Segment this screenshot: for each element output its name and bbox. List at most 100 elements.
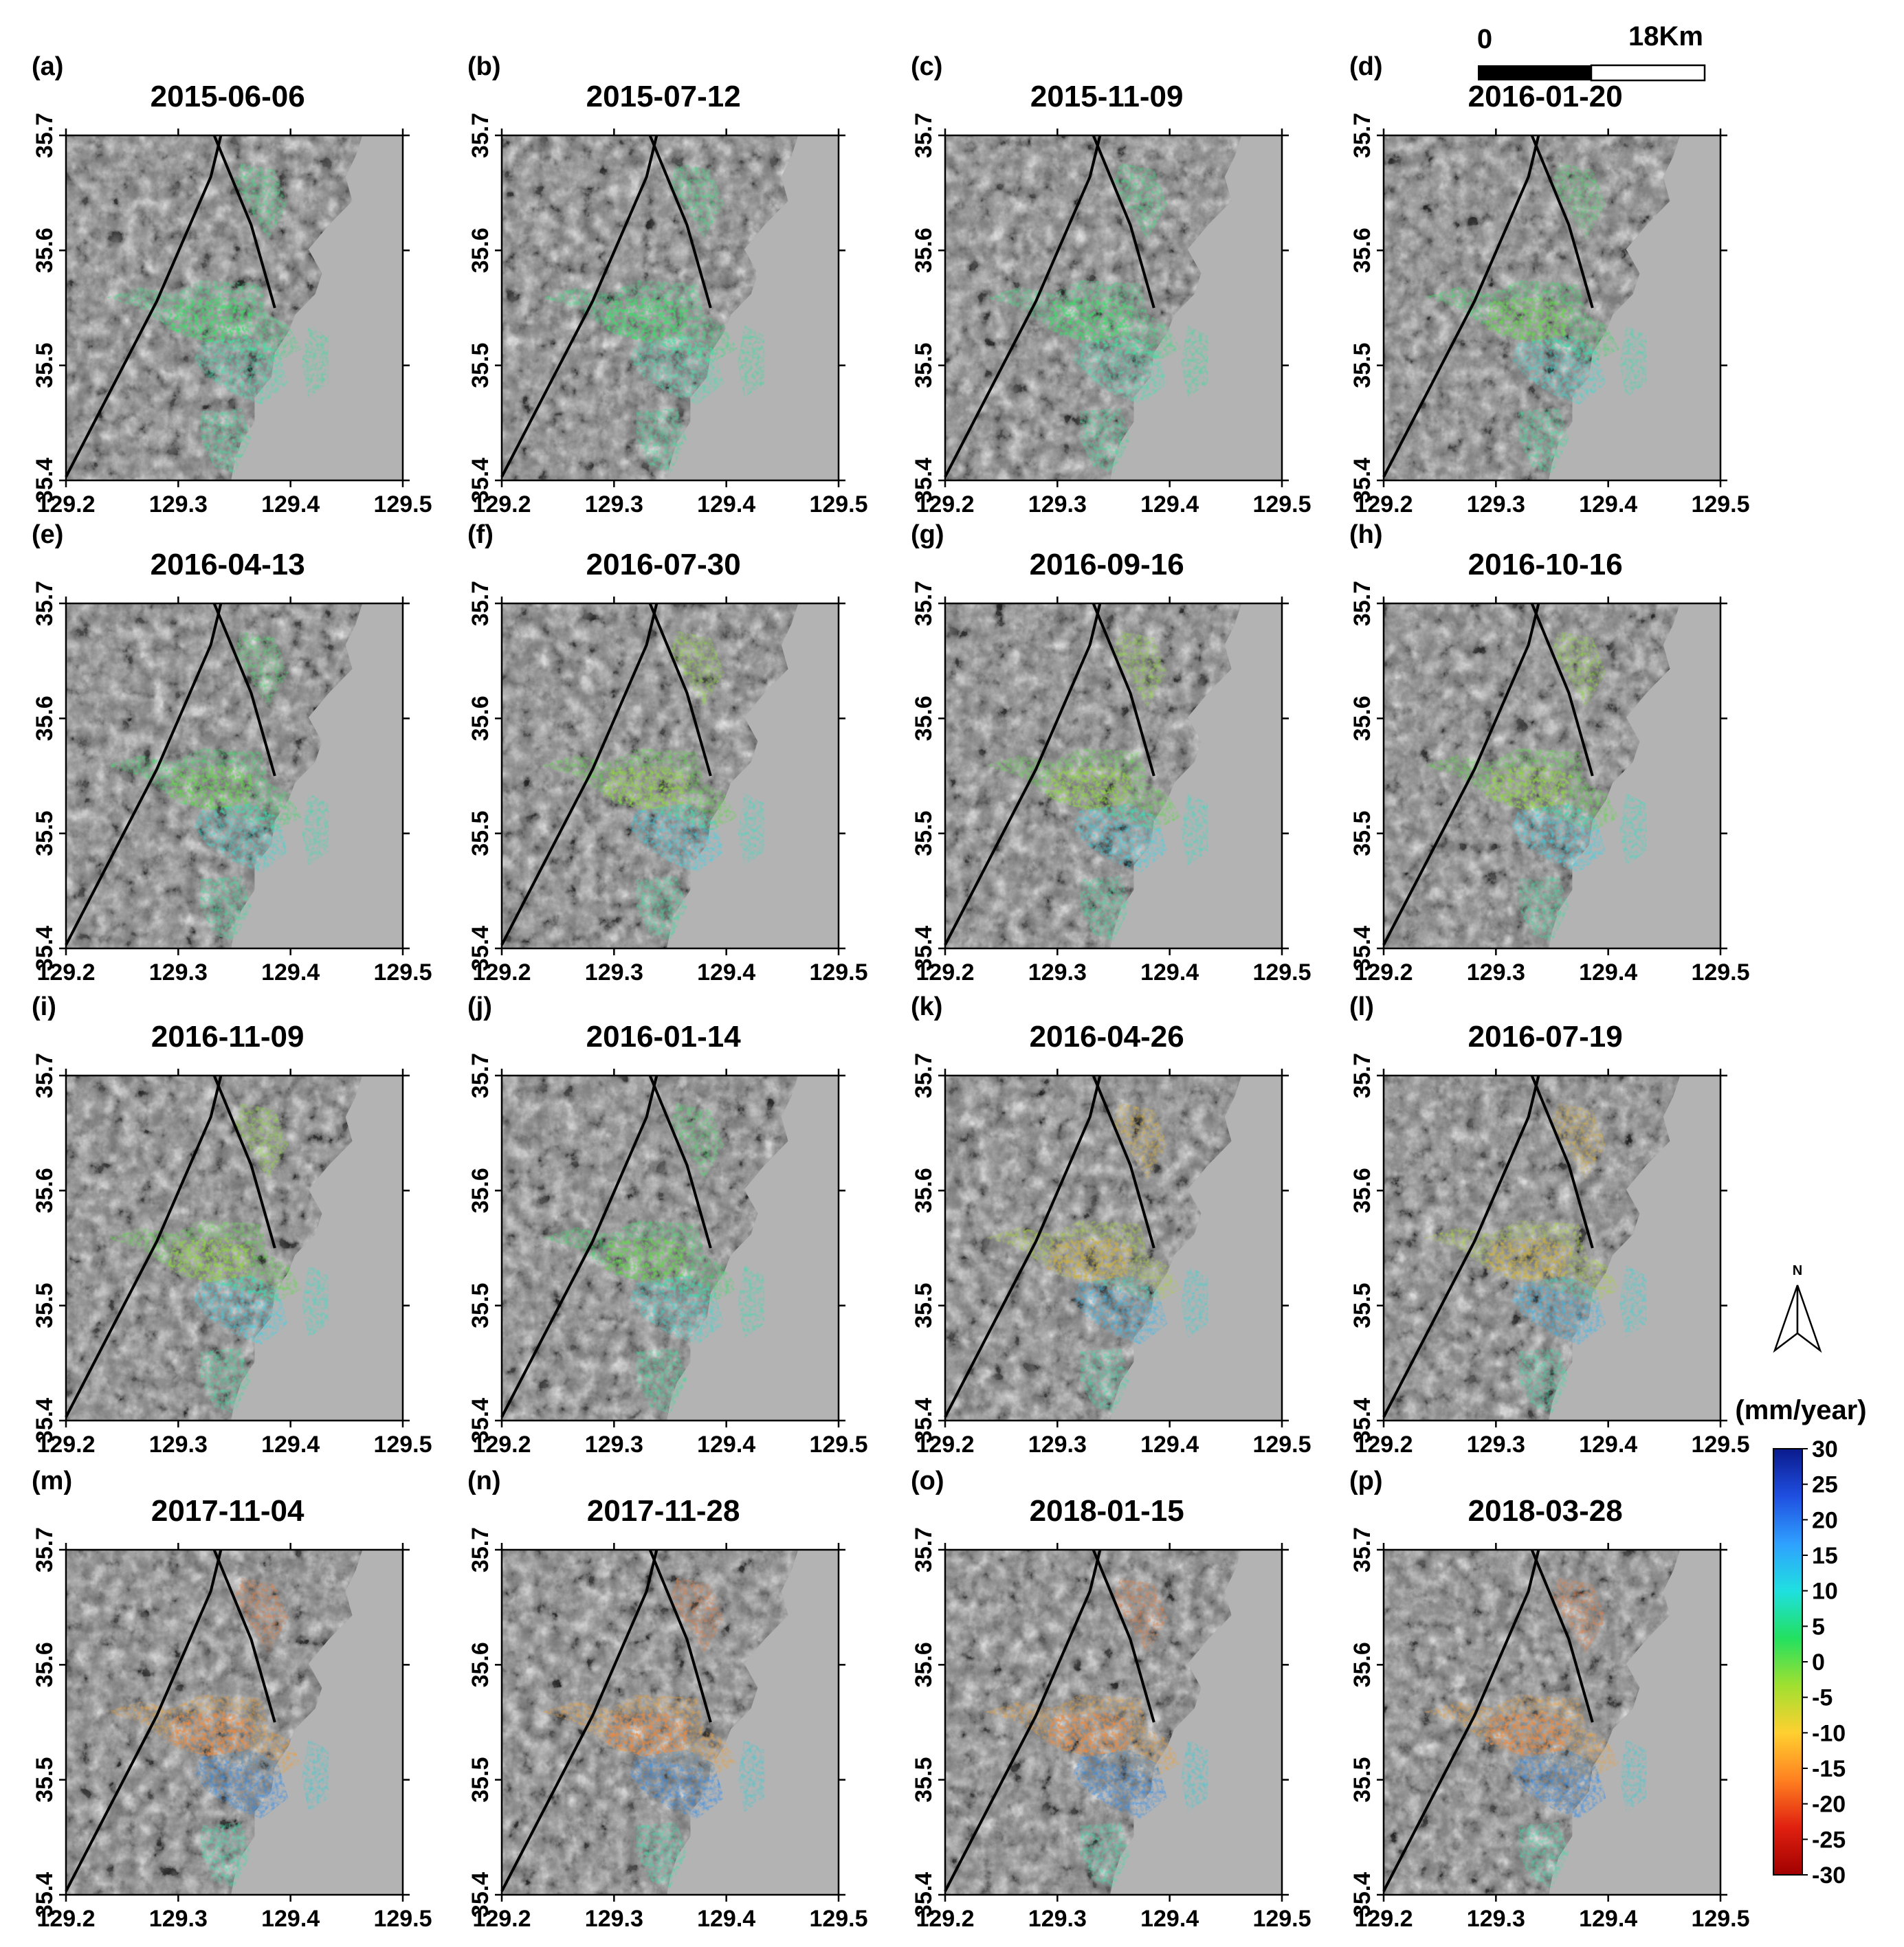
fault-line-east <box>1530 1075 1594 1249</box>
y-tick-label: 35.6 <box>467 1642 494 1687</box>
panel-date-title: 2016-07-19 <box>1468 1020 1623 1054</box>
deformation-city-group <box>1073 803 1168 873</box>
map-frame <box>1382 134 1722 482</box>
deformation-east <box>302 793 329 866</box>
x-tick-label: 129.2 <box>36 491 95 518</box>
fault-line-east <box>648 1075 712 1249</box>
deformation-city-group <box>194 1276 289 1345</box>
deformation-core <box>603 297 691 343</box>
fault-line-west <box>500 603 658 946</box>
y-tick-label: 35.4 <box>911 926 937 971</box>
fault-line-west <box>1382 135 1540 478</box>
deformation-east <box>1181 1265 1208 1338</box>
deformation-core <box>1485 765 1573 811</box>
x-tick-label: 129.5 <box>1252 1906 1311 1932</box>
x-tick-label: 129.3 <box>1467 959 1525 986</box>
y-tick-label: 35.4 <box>467 1398 494 1443</box>
x-tick-label: 129.5 <box>1691 959 1749 986</box>
fault-line-east <box>1092 135 1155 309</box>
deformation-city-group <box>1073 1276 1168 1345</box>
deformation-city-group <box>194 803 289 873</box>
deformation-north-group <box>1552 631 1606 707</box>
fault-line-east <box>1530 135 1594 309</box>
deformation-east <box>1181 325 1208 398</box>
colorbar-tick-label: -10 <box>1812 1720 1846 1746</box>
fault-line-west <box>1382 1075 1540 1418</box>
fault-line-east <box>1092 1549 1155 1723</box>
deformation-east-group <box>738 1265 765 1338</box>
deformation-east-group <box>738 793 765 866</box>
map-panel: (d) 2016-01-20 129.2 129.3 129.4 129.5 35.4 35.… <box>1349 52 1750 518</box>
y-tick-label: 35.4 <box>1349 458 1375 503</box>
x-tick-label: 129.3 <box>585 959 643 986</box>
deformation-city-group <box>194 335 289 405</box>
deformation-north <box>234 1577 289 1654</box>
fault-line-east <box>1092 603 1155 777</box>
deformation-north-group <box>1114 631 1168 707</box>
panel-date-title: 2016-09-16 <box>1030 548 1184 581</box>
y-tick-label: 35.5 <box>1349 1757 1375 1803</box>
fault-line-west <box>944 135 1102 478</box>
y-tick-label: 35.6 <box>1349 1642 1375 1687</box>
deformation-south-group <box>1080 408 1131 474</box>
deformation-city-group <box>630 1276 724 1345</box>
x-tick-label: 129.4 <box>1579 959 1637 986</box>
fault-line-east <box>1092 1075 1155 1249</box>
deformation-north-group <box>234 1577 289 1654</box>
panel-label: (a) <box>32 52 63 81</box>
deformation-south <box>636 876 687 942</box>
deformation-city <box>630 335 724 405</box>
panel-label: (f) <box>467 520 494 549</box>
deformation-city <box>1073 803 1168 873</box>
x-tick-label: 129.2 <box>36 1906 95 1932</box>
deformation-east <box>1619 325 1647 398</box>
x-tick-label: 129.5 <box>373 959 432 986</box>
panel-label: (c) <box>911 52 942 81</box>
y-tick-label: 35.4 <box>467 1872 494 1917</box>
deformation-core <box>1485 297 1573 343</box>
y-tick-label: 35.5 <box>911 343 937 388</box>
x-tick-label: 129.4 <box>697 1906 755 1932</box>
x-tick-label: 129.3 <box>585 491 643 518</box>
deformation-east <box>738 1739 765 1812</box>
fault-line-west <box>65 135 223 478</box>
deformation-south <box>636 408 687 474</box>
x-tick-label: 129.5 <box>1691 491 1749 518</box>
y-tick-label: 35.5 <box>911 1283 937 1328</box>
y-tick-label: 35.6 <box>32 1642 58 1687</box>
deformation-north-group <box>1552 163 1606 239</box>
fault-line-east <box>1530 603 1594 777</box>
x-tick-label: 129.3 <box>149 491 208 518</box>
deformation-city <box>630 1750 724 1819</box>
fault-line-west <box>944 603 1102 946</box>
deformation-city <box>1512 1276 1606 1345</box>
deformation-south-group <box>636 408 687 474</box>
x-tick-label: 129.4 <box>1140 1906 1199 1932</box>
panel-label: (g) <box>911 520 944 549</box>
y-tick-label: 35.4 <box>911 458 937 503</box>
y-tick-label: 35.5 <box>32 343 58 388</box>
fault-line-east <box>648 603 712 777</box>
deformation-east-group <box>1619 793 1647 866</box>
deformation-south-group <box>1518 1348 1569 1414</box>
y-tick-label: 35.6 <box>467 1168 494 1213</box>
x-tick-label: 129.5 <box>809 1906 867 1932</box>
panel-label: (l) <box>1349 992 1374 1021</box>
y-tick-label: 35.7 <box>1349 1527 1375 1572</box>
deformation-north-group <box>670 163 724 239</box>
colorbar-tick-label: -15 <box>1812 1756 1846 1782</box>
y-tick-label: 35.4 <box>32 1872 58 1917</box>
y-tick-label: 35.4 <box>1349 1398 1375 1443</box>
colorbar-tick-label: 25 <box>1812 1472 1838 1498</box>
colorbar: (mm/year) 30 25 20 15 10 5 0 -5 -10 -15 -20 -25 -30 <box>1735 1395 1866 1889</box>
panel-date-title: 2015-11-09 <box>1030 80 1184 113</box>
y-tick-label: 35.6 <box>911 1642 937 1687</box>
colorbar-tick-label: 20 <box>1812 1507 1838 1533</box>
deformation-south <box>1080 1348 1131 1414</box>
deformation-south-group <box>1080 876 1131 942</box>
panel-date-title: 2017-11-04 <box>151 1494 305 1528</box>
y-tick-label: 35.5 <box>32 811 58 856</box>
x-tick-label: 129.4 <box>1579 1906 1637 1932</box>
deformation-south <box>1518 1348 1569 1414</box>
panel-label: (i) <box>32 992 56 1021</box>
